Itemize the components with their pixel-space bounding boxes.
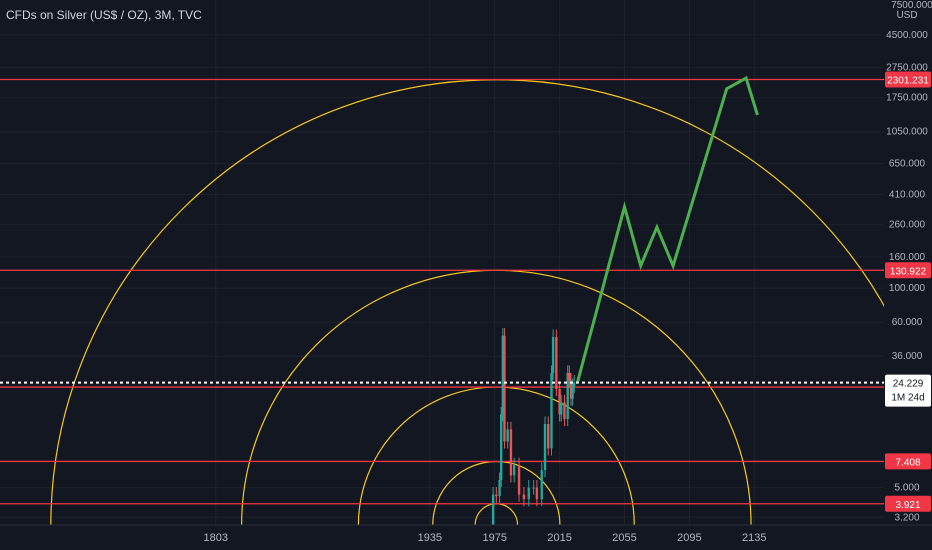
x-tick-label: 1935: [418, 532, 442, 544]
price-axis: 4500.000 2750.000 1750.000 1050.000 650.000 4…: [886, 30, 928, 523]
candle-body: [560, 402, 563, 415]
fib-arcs-layer: [50, 78, 932, 526]
y-tick-label: 650.000: [889, 159, 926, 170]
fib-arc: [50, 78, 932, 526]
level-lines-layer: [0, 78, 884, 505]
candle-body: [506, 429, 509, 442]
projection-arrow: [575, 75, 759, 383]
x-tick-label: 2015: [547, 532, 571, 544]
y-tick-label: 3.200: [894, 512, 919, 523]
candle-body: [503, 335, 506, 442]
bar-countdown-label: 1M 24d: [891, 393, 924, 404]
y-tick-label: 4500.000: [886, 30, 928, 41]
candle-body: [535, 487, 539, 500]
candle-body: [569, 380, 573, 399]
y-tick-label: 100.000: [889, 283, 926, 294]
level-tag-label: 7.408: [895, 457, 920, 468]
y-tick-label: 60.000: [892, 317, 923, 328]
y-tick-label: 1750.000: [886, 93, 928, 104]
candle-body: [509, 429, 513, 476]
candle-body: [532, 487, 535, 489]
time-axis: 1803 1935 1975 2015 2055 2095 2135: [203, 532, 766, 544]
x-tick-label: 2135: [742, 532, 766, 544]
level-tag-label: 2301.231: [887, 76, 929, 87]
price-history-layer: [486, 328, 576, 550]
x-tick-label: 2055: [612, 532, 636, 544]
time-axis-background: [0, 525, 932, 550]
candle-body: [495, 494, 498, 497]
candle-body: [543, 423, 547, 471]
y-tick-label: 5.000: [894, 483, 919, 494]
price-axis-top-label: 7500.000: [891, 0, 932, 11]
candle-body: [527, 487, 530, 500]
chart-title: CFDs on Silver (US$ / OZ), 3M, TVC: [6, 8, 202, 22]
candle-body: [568, 372, 571, 381]
candle-body: [550, 372, 553, 449]
level-tag: [885, 71, 931, 88]
candle-body: [572, 382, 576, 387]
candle-body: [555, 337, 558, 389]
level-tag: [885, 495, 931, 512]
level-tag-label: 130.922: [890, 266, 927, 277]
x-tick-label: 2095: [677, 532, 701, 544]
level-tag: [885, 453, 931, 470]
x-tick-label: 1803: [203, 532, 227, 544]
candle-body: [558, 388, 561, 415]
current-price-tag: [885, 374, 931, 407]
y-tick-label: 160.000: [889, 252, 926, 263]
x-tick-label: 1975: [482, 532, 506, 544]
candle-body: [563, 402, 566, 420]
candle-body: [512, 465, 516, 476]
level-tag: [885, 262, 931, 279]
y-tick-label: 2750.000: [886, 63, 928, 74]
currency-label: USD: [896, 10, 917, 21]
candle-body: [547, 423, 550, 449]
candle-body: [501, 335, 505, 415]
y-tick-label: 36.000: [892, 351, 923, 362]
candle-body: [571, 386, 574, 399]
level-tag-label: 3.921: [895, 500, 920, 511]
y-tick-label: 410.000: [889, 189, 926, 200]
candle-body: [566, 372, 569, 420]
candle-body: [500, 414, 503, 481]
candle-body: [540, 470, 543, 500]
candle-body: [491, 494, 495, 540]
current-price-label: 24.229: [893, 379, 924, 390]
y-tick-label: 1050.000: [886, 127, 928, 138]
y-tick-label: 260.000: [889, 220, 926, 231]
fib-arc: [474, 503, 519, 526]
fib-arc: [241, 270, 752, 526]
grid-layer: [0, 0, 884, 525]
projection-layer: [575, 75, 759, 383]
candle-body: [517, 465, 521, 495]
candle-body: [551, 337, 555, 373]
candle-body: [522, 494, 526, 500]
price-tags-layer: 2301.231130.92222.6487.4083.92124.2291M …: [885, 71, 931, 512]
candle-body: [498, 480, 501, 497]
